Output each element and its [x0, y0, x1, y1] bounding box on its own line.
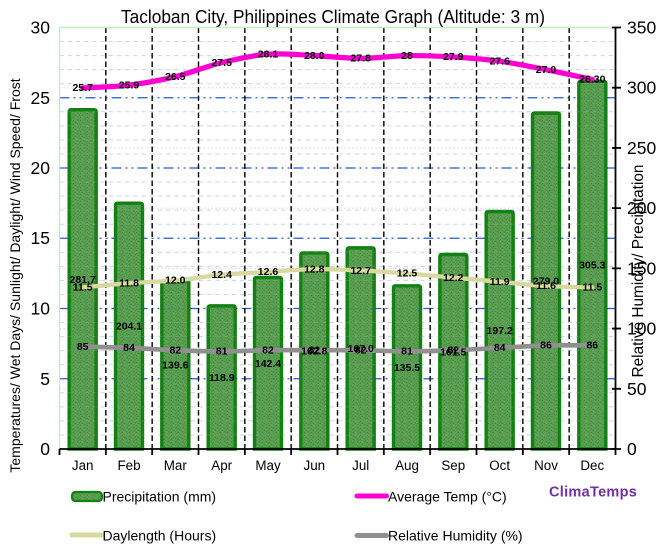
svg-text:12.4: 12.4 — [211, 269, 232, 281]
svg-text:25.9: 25.9 — [119, 79, 140, 91]
svg-text:Precipitation (mm): Precipitation (mm) — [103, 489, 217, 505]
svg-text:135.5: 135.5 — [394, 362, 420, 374]
svg-text:11.8: 11.8 — [119, 277, 139, 289]
svg-text:ClimaTemps: ClimaTemps — [549, 485, 637, 501]
svg-text:27.5: 27.5 — [211, 57, 232, 69]
svg-text:Sep: Sep — [441, 458, 465, 473]
svg-text:12.6: 12.6 — [258, 266, 279, 278]
svg-text:84: 84 — [494, 342, 506, 354]
svg-text:12.5: 12.5 — [397, 268, 418, 280]
svg-text:300: 300 — [627, 78, 656, 98]
svg-text:11.9: 11.9 — [490, 276, 510, 288]
svg-text:162.8: 162.8 — [301, 346, 327, 358]
svg-text:26.5: 26.5 — [165, 71, 186, 83]
svg-text:279.0: 279.0 — [533, 276, 559, 288]
svg-text:20: 20 — [31, 158, 51, 178]
svg-text:Tacloban City, Philippines Cli: Tacloban City, Philippines Climate Graph… — [121, 6, 545, 27]
svg-text:118.9: 118.9 — [209, 372, 235, 384]
svg-text:81: 81 — [401, 346, 413, 358]
svg-text:Average Temp (°C): Average Temp (°C) — [388, 489, 507, 505]
svg-text:142.4: 142.4 — [255, 358, 281, 370]
svg-text:15: 15 — [31, 228, 50, 248]
svg-text:82: 82 — [447, 344, 459, 356]
svg-text:12.2: 12.2 — [443, 272, 464, 284]
svg-text:27.6: 27.6 — [489, 55, 510, 67]
svg-text:12.7: 12.7 — [350, 265, 371, 277]
svg-text:82: 82 — [308, 344, 320, 356]
svg-text:10: 10 — [31, 299, 51, 319]
svg-text:Nov: Nov — [534, 458, 558, 473]
svg-text:50: 50 — [627, 379, 647, 399]
svg-text:11.6: 11.6 — [536, 280, 556, 292]
svg-text:Jul: Jul — [352, 458, 369, 473]
svg-text:28.1: 28.1 — [258, 48, 279, 60]
svg-text:81: 81 — [216, 346, 228, 358]
svg-text:82: 82 — [355, 344, 367, 356]
svg-text:82: 82 — [169, 344, 181, 356]
svg-text:Relative Humidity (%): Relative Humidity (%) — [388, 528, 523, 544]
svg-text:27.0: 27.0 — [536, 64, 557, 76]
svg-text:281.7: 281.7 — [70, 274, 96, 286]
svg-text:Dec: Dec — [580, 458, 604, 473]
svg-text:11.5: 11.5 — [582, 282, 602, 294]
svg-text:86: 86 — [540, 340, 552, 352]
svg-text:82: 82 — [262, 344, 274, 356]
svg-text:100: 100 — [627, 319, 656, 339]
svg-text:26.30: 26.30 — [579, 74, 605, 86]
svg-text:197.2: 197.2 — [487, 325, 513, 337]
svg-text:167.0: 167.0 — [348, 343, 374, 355]
svg-text:139.6: 139.6 — [162, 359, 188, 371]
svg-text:Temperatures/ Wet Days/ Sunlig: Temperatures/ Wet Days/ Sunlight/ Daylig… — [7, 78, 23, 472]
svg-text:May: May — [255, 458, 281, 473]
svg-text:11.5: 11.5 — [73, 282, 93, 294]
svg-text:Oct: Oct — [489, 458, 510, 473]
svg-text:86: 86 — [586, 340, 598, 352]
svg-text:Jan: Jan — [72, 458, 94, 473]
svg-text:200: 200 — [627, 198, 656, 218]
svg-text:305.3: 305.3 — [579, 260, 605, 272]
svg-text:350: 350 — [627, 18, 656, 38]
svg-text:Feb: Feb — [117, 458, 140, 473]
svg-text:Aug: Aug — [395, 458, 419, 473]
svg-text:5: 5 — [40, 369, 50, 389]
svg-text:25: 25 — [31, 88, 50, 108]
svg-text:150: 150 — [627, 258, 656, 278]
svg-text:27.9: 27.9 — [443, 51, 464, 63]
svg-text:Daylength (Hours): Daylength (Hours) — [103, 528, 217, 544]
svg-text:85: 85 — [77, 341, 89, 353]
svg-text:12.8: 12.8 — [304, 263, 325, 275]
svg-text:0: 0 — [40, 439, 50, 459]
svg-text:Relative Humidity/ Precipitati: Relative Humidity/ Precipitation — [630, 165, 647, 378]
svg-text:Mar: Mar — [164, 458, 188, 473]
svg-text:204.1: 204.1 — [116, 321, 142, 333]
svg-text:30: 30 — [31, 18, 51, 38]
svg-text:Jun: Jun — [304, 458, 326, 473]
svg-text:250: 250 — [627, 138, 656, 158]
svg-text:28.0: 28.0 — [304, 50, 325, 62]
svg-text:161.5: 161.5 — [440, 346, 466, 358]
svg-text:25.7: 25.7 — [72, 82, 93, 94]
svg-text:Apr: Apr — [211, 458, 232, 473]
svg-text:0: 0 — [627, 439, 637, 459]
svg-text:84: 84 — [123, 342, 135, 354]
svg-text:28: 28 — [401, 50, 413, 62]
svg-text:27.8: 27.8 — [350, 53, 371, 65]
svg-text:12.0: 12.0 — [165, 275, 186, 287]
